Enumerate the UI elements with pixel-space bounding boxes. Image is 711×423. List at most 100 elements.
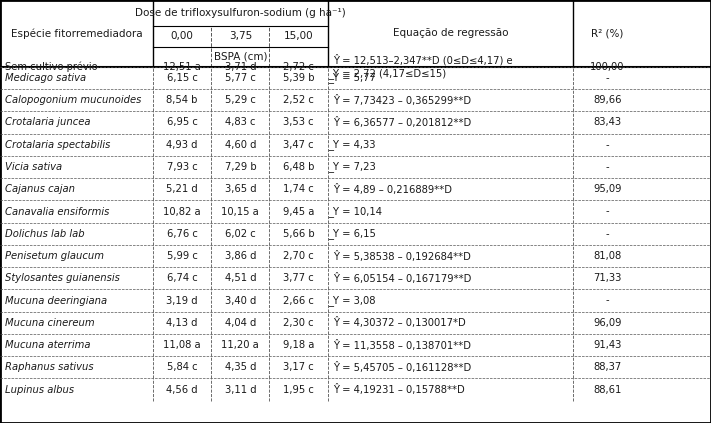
Text: Dolichus lab lab: Dolichus lab lab — [5, 229, 85, 239]
Text: ̲Y = 2,72 (4,17≤D≤15): ̲Y = 2,72 (4,17≤D≤15) — [333, 68, 447, 79]
Text: Ŷ = 7,73423 – 0,365299**D: Ŷ = 7,73423 – 0,365299**D — [333, 95, 471, 106]
Text: 11,08 a: 11,08 a — [164, 340, 201, 350]
Text: Calopogonium mucunoides: Calopogonium mucunoides — [5, 95, 141, 105]
Text: 2,66 c: 2,66 c — [283, 296, 314, 305]
Text: 6,02 c: 6,02 c — [225, 229, 256, 239]
Text: 5,84 c: 5,84 c — [166, 363, 198, 372]
Text: 3,53 c: 3,53 c — [283, 118, 314, 127]
Text: -: - — [606, 296, 609, 305]
Text: 5,99 c: 5,99 c — [166, 251, 198, 261]
Text: -: - — [606, 206, 609, 217]
Text: 95,09: 95,09 — [593, 184, 622, 194]
Text: -: - — [606, 229, 609, 239]
Text: 10,82 a: 10,82 a — [164, 206, 201, 217]
Text: 88,61: 88,61 — [594, 385, 621, 395]
Text: 7,29 b: 7,29 b — [225, 162, 256, 172]
Text: -: - — [606, 73, 609, 83]
Text: Ŷ = 5,38538 – 0,192684**D: Ŷ = 5,38538 – 0,192684**D — [333, 250, 471, 261]
Text: 7,93 c: 7,93 c — [166, 162, 198, 172]
Text: Espécie fitorremediadora: Espécie fitorremediadora — [11, 28, 142, 38]
Text: 6,48 b: 6,48 b — [283, 162, 314, 172]
Text: 96,09: 96,09 — [593, 318, 622, 328]
Text: Equação de regressão: Equação de regressão — [392, 28, 508, 38]
Text: 9,45 a: 9,45 a — [283, 206, 314, 217]
Text: 3,86 d: 3,86 d — [225, 251, 256, 261]
Text: Ŷ = 6,36577 – 0,201812**D: Ŷ = 6,36577 – 0,201812**D — [333, 117, 471, 128]
Text: -: - — [606, 162, 609, 172]
Text: 3,11 d: 3,11 d — [225, 385, 256, 395]
Text: 4,13 d: 4,13 d — [166, 318, 198, 328]
Text: Dose de trifloxysulfuron-sodium (g ha⁻¹): Dose de trifloxysulfuron-sodium (g ha⁻¹) — [135, 8, 346, 18]
Text: R² (%): R² (%) — [592, 28, 624, 38]
Text: Cajanus cajan: Cajanus cajan — [5, 184, 75, 194]
Text: Mucuna deeringiana: Mucuna deeringiana — [5, 296, 107, 305]
Text: 2,30 c: 2,30 c — [283, 318, 314, 328]
Text: 4,56 d: 4,56 d — [166, 385, 198, 395]
Text: 89,66: 89,66 — [593, 95, 622, 105]
Text: 6,15 c: 6,15 c — [166, 73, 198, 83]
Text: 3,71 d: 3,71 d — [225, 62, 256, 72]
Text: Ŷ = 12,513–2,347**D (0≤D≤4,17) e: Ŷ = 12,513–2,347**D (0≤D≤4,17) e — [333, 55, 513, 66]
Text: Ŷ = 4,89 – 0,216889**D: Ŷ = 4,89 – 0,216889**D — [333, 184, 452, 195]
Text: 2,52 c: 2,52 c — [283, 95, 314, 105]
Text: 100,00: 100,00 — [590, 62, 625, 72]
Text: 3,65 d: 3,65 d — [225, 184, 256, 194]
Text: 3,19 d: 3,19 d — [166, 296, 198, 305]
Text: 4,60 d: 4,60 d — [225, 140, 256, 150]
Text: 2,70 c: 2,70 c — [283, 251, 314, 261]
Text: 3,77 c: 3,77 c — [283, 273, 314, 283]
Text: Lupinus albus: Lupinus albus — [5, 385, 74, 395]
Text: 9,18 a: 9,18 a — [283, 340, 314, 350]
Text: 6,76 c: 6,76 c — [166, 229, 198, 239]
Text: Vicia sativa: Vicia sativa — [5, 162, 62, 172]
Text: 6,74 c: 6,74 c — [166, 273, 198, 283]
Text: 83,43: 83,43 — [594, 118, 621, 127]
Text: Mucuna aterrima: Mucuna aterrima — [5, 340, 90, 350]
Text: Raphanus sativus: Raphanus sativus — [5, 363, 94, 372]
Text: ̲Y = 5,77: ̲Y = 5,77 — [333, 72, 376, 83]
Text: 11,20 a: 11,20 a — [221, 340, 260, 350]
Text: 4,04 d: 4,04 d — [225, 318, 256, 328]
Text: 12,51 a: 12,51 a — [163, 62, 201, 72]
Text: 15,00: 15,00 — [284, 31, 314, 41]
Text: 2,72 c: 2,72 c — [283, 62, 314, 72]
Text: -: - — [606, 140, 609, 150]
Text: Medicago sativa: Medicago sativa — [5, 73, 86, 83]
Text: 1,74 c: 1,74 c — [283, 184, 314, 194]
Text: 6,95 c: 6,95 c — [166, 118, 198, 127]
Text: 8,54 b: 8,54 b — [166, 95, 198, 105]
Text: Canavalia ensiformis: Canavalia ensiformis — [5, 206, 109, 217]
Text: 81,08: 81,08 — [594, 251, 621, 261]
Text: 1,95 c: 1,95 c — [283, 385, 314, 395]
Text: 91,43: 91,43 — [594, 340, 621, 350]
Text: 71,33: 71,33 — [594, 273, 621, 283]
Text: 5,29 c: 5,29 c — [225, 95, 256, 105]
Text: Stylosantes guianensis: Stylosantes guianensis — [5, 273, 120, 283]
Text: 3,40 d: 3,40 d — [225, 296, 256, 305]
Text: Ŷ = 5,45705 – 0,161128**D: Ŷ = 5,45705 – 0,161128**D — [333, 362, 471, 373]
Text: Ŷ = 4,30372 – 0,130017*D: Ŷ = 4,30372 – 0,130017*D — [333, 317, 466, 328]
Text: 4,51 d: 4,51 d — [225, 273, 256, 283]
Text: Mucuna cinereum: Mucuna cinereum — [5, 318, 95, 328]
Text: 4,83 c: 4,83 c — [225, 118, 255, 127]
Text: 10,15 a: 10,15 a — [221, 206, 260, 217]
Text: Crotalaria juncea: Crotalaria juncea — [5, 118, 90, 127]
Text: Ŷ = 4,19231 – 0,15788**D: Ŷ = 4,19231 – 0,15788**D — [333, 384, 465, 395]
Text: 3,17 c: 3,17 c — [283, 363, 314, 372]
Text: 3,47 c: 3,47 c — [283, 140, 314, 150]
Text: 5,39 b: 5,39 b — [283, 73, 314, 83]
Text: 4,93 d: 4,93 d — [166, 140, 198, 150]
Text: 5,66 b: 5,66 b — [283, 229, 314, 239]
Text: 5,77 c: 5,77 c — [225, 73, 256, 83]
Text: ̲Y = 6,15: ̲Y = 6,15 — [333, 228, 376, 239]
Text: Crotalaria spectabilis: Crotalaria spectabilis — [5, 140, 110, 150]
Text: ̲Y = 3,08: ̲Y = 3,08 — [333, 295, 376, 306]
Text: ̲Y = 4,33: ̲Y = 4,33 — [333, 139, 376, 150]
Text: Penisetum glaucum: Penisetum glaucum — [5, 251, 104, 261]
Text: ̲Y = 7,23: ̲Y = 7,23 — [333, 162, 376, 173]
Text: 0,00: 0,00 — [171, 31, 193, 41]
Text: 88,37: 88,37 — [594, 363, 621, 372]
Text: Ŷ = 6,05154 – 0,167179**D: Ŷ = 6,05154 – 0,167179**D — [333, 273, 472, 284]
Text: ̲Y = 10,14: ̲Y = 10,14 — [333, 206, 383, 217]
Text: 5,21 d: 5,21 d — [166, 184, 198, 194]
